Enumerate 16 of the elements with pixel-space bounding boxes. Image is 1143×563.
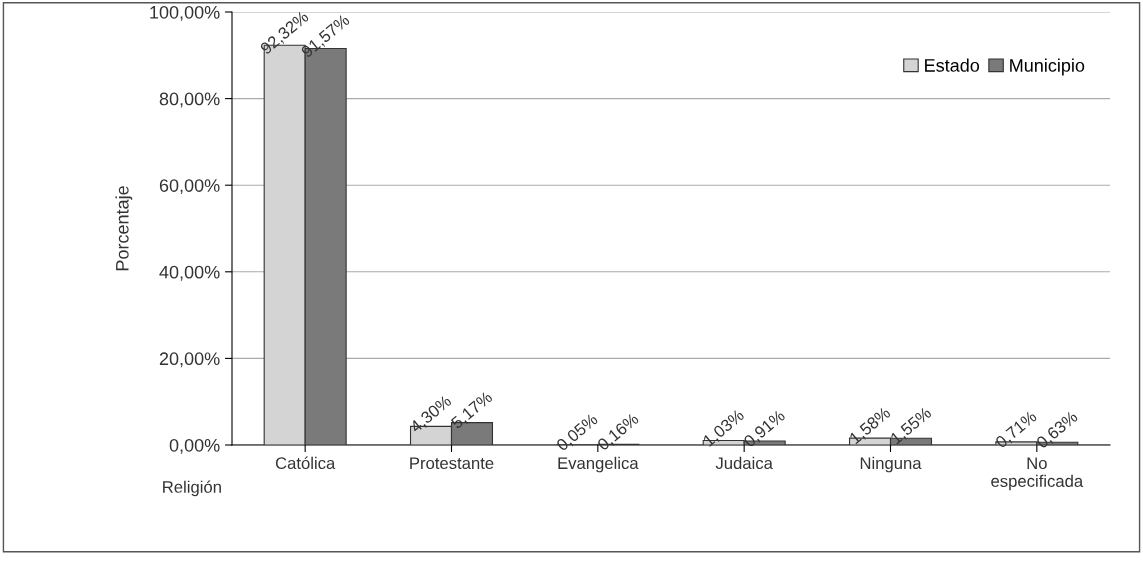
y-tick-label: 40,00%: [159, 265, 220, 281]
legend-label: Municipio: [1010, 58, 1085, 76]
y-tick-label: 80,00%: [159, 92, 220, 108]
y-tick-label: 0,00%: [169, 438, 220, 454]
x-tick-label: Protestante: [410, 457, 494, 470]
x-tick-label: Católica: [275, 456, 336, 470]
legend-label: Estado: [925, 58, 980, 72]
x-axis-title: Religión: [163, 480, 221, 497]
x-tick-label: No especificada: [991, 457, 1084, 491]
y-tick-label: 60,00%: [159, 179, 220, 195]
y-axis-title: Porcentaje: [115, 186, 133, 271]
y-tick-label: 20,00%: [159, 352, 220, 368]
y-tick-label: 100,00%: [150, 5, 220, 21]
x-tick-label: Judaica: [715, 456, 773, 470]
x-tick-label: Evangelica: [558, 456, 639, 473]
x-tick-label: Ninguna: [860, 456, 922, 473]
